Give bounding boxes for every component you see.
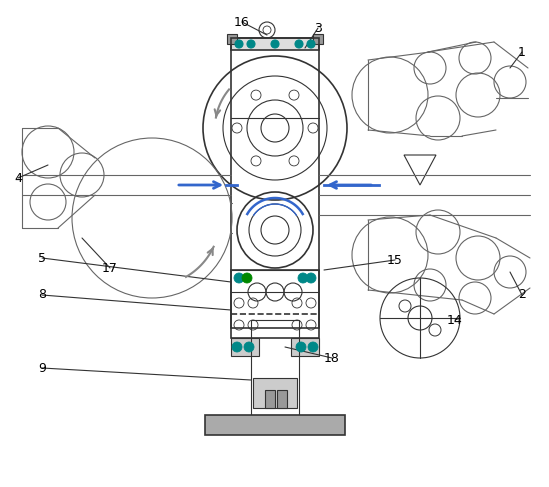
Circle shape xyxy=(271,40,279,48)
Text: 17: 17 xyxy=(102,262,118,275)
Text: 5: 5 xyxy=(38,251,46,264)
Circle shape xyxy=(244,342,254,352)
Bar xyxy=(231,270,319,338)
Text: 2: 2 xyxy=(518,288,526,301)
Text: 16: 16 xyxy=(234,16,250,29)
Text: 8: 8 xyxy=(38,288,46,301)
Bar xyxy=(277,390,287,408)
Circle shape xyxy=(234,273,244,283)
Bar xyxy=(253,378,297,408)
Bar xyxy=(205,415,345,435)
Text: 4: 4 xyxy=(14,171,22,185)
Text: 18: 18 xyxy=(324,352,340,364)
Circle shape xyxy=(296,342,306,352)
Circle shape xyxy=(232,342,242,352)
Text: 15: 15 xyxy=(387,254,403,266)
Circle shape xyxy=(308,342,318,352)
Text: 9: 9 xyxy=(38,361,46,375)
Circle shape xyxy=(247,40,255,48)
Circle shape xyxy=(307,40,315,48)
Bar xyxy=(251,320,299,415)
Bar xyxy=(227,34,237,44)
Bar xyxy=(231,338,259,356)
Circle shape xyxy=(242,273,252,283)
Text: 14: 14 xyxy=(447,314,463,326)
Text: 1: 1 xyxy=(518,45,526,58)
Circle shape xyxy=(306,273,316,283)
Bar xyxy=(231,38,319,50)
Circle shape xyxy=(235,40,243,48)
Bar xyxy=(265,390,275,408)
Bar xyxy=(231,38,319,328)
Bar xyxy=(291,338,319,356)
Text: 3: 3 xyxy=(314,21,322,35)
Circle shape xyxy=(295,40,303,48)
Bar xyxy=(313,34,323,44)
Circle shape xyxy=(298,273,308,283)
